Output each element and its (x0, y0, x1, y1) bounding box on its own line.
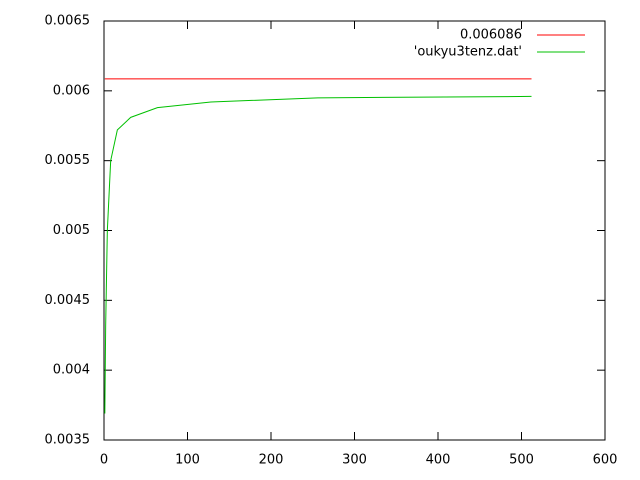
x-tick-label: 300 (342, 453, 367, 468)
y-tick-label: 0.0055 (45, 153, 91, 168)
x-tick-label: 400 (426, 453, 451, 468)
y-tick-label: 0.0065 (45, 14, 91, 29)
legend-label: 0.006086 (460, 28, 522, 43)
x-tick-label: 500 (509, 453, 534, 468)
y-tick-label: 0.006 (53, 83, 90, 98)
y-tick-label: 0.005 (53, 223, 90, 238)
plot-border (103, 20, 606, 441)
y-tick-label: 0.004 (53, 363, 90, 378)
x-tick-label: 200 (259, 453, 284, 468)
series-line (104, 95, 532, 414)
x-tick-label: 600 (593, 453, 618, 468)
y-tick-label: 0.0035 (45, 433, 91, 448)
x-tick-label: 100 (175, 453, 200, 468)
x-tick-label: 0 (100, 453, 108, 468)
legend-label: 'oukyu3tenz.dat' (414, 45, 522, 60)
y-tick-label: 0.0045 (45, 293, 91, 308)
